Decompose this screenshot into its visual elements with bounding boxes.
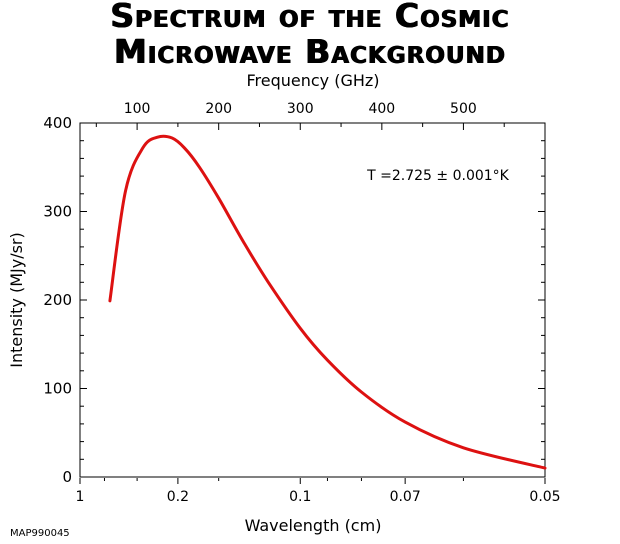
x2-tick-label: 300 bbox=[287, 101, 314, 117]
series-layer bbox=[108, 134, 547, 470]
figure-credit: MAP990045 bbox=[10, 528, 70, 539]
y-tick-label: 200 bbox=[43, 291, 72, 309]
chart-title-line1: Spectrum of the Cosmic bbox=[110, 0, 510, 35]
top-axis-label: Frequency (GHz) bbox=[246, 71, 379, 90]
x2-tick-label: 100 bbox=[124, 101, 151, 117]
x-tick-label: 0.07 bbox=[390, 489, 421, 505]
y-tick-label: 300 bbox=[43, 203, 72, 221]
cmb-spectrum-line bbox=[108, 134, 547, 470]
x2-tick-label: 200 bbox=[205, 101, 232, 117]
x2-tick-label: 400 bbox=[368, 101, 395, 117]
x2-tick-label: 500 bbox=[450, 101, 477, 117]
y-axis-label: Intensity (MJy/sr) bbox=[7, 232, 26, 368]
x-axis-label: Wavelength (cm) bbox=[245, 516, 382, 535]
x-tick-label: 1 bbox=[76, 489, 85, 505]
chart-title-line2: Microwave Background bbox=[114, 32, 506, 71]
ticks-layer: 0 100 200 300 400 1 0.2 0.1 0.07 0.05 100 200 300 400… bbox=[43, 101, 560, 505]
x-tick-label: 0.1 bbox=[289, 489, 311, 505]
temperature-annotation: T =2.725 ± 0.001°K bbox=[366, 168, 510, 184]
y-tick-label: 100 bbox=[43, 380, 72, 398]
y-tick-label: 0 bbox=[62, 468, 72, 486]
x-tick-label: 0.2 bbox=[167, 489, 189, 505]
y-tick-label: 400 bbox=[43, 114, 72, 132]
x-tick-label: 0.05 bbox=[529, 489, 560, 505]
